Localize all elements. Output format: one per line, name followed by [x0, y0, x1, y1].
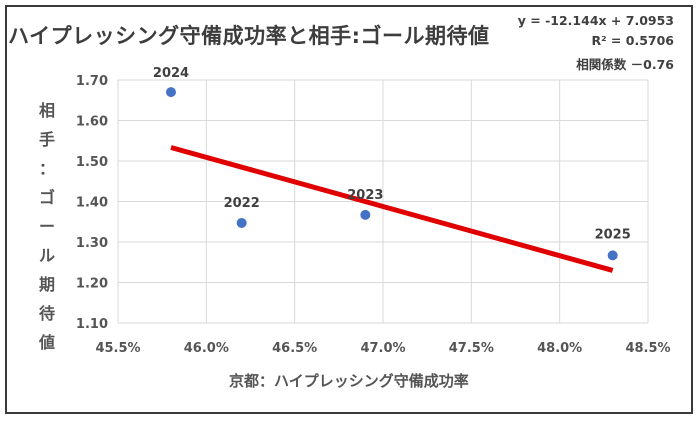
x-axis-label: 京都：ハイプレッシング守備成功率: [229, 372, 469, 390]
y-axis-label-char: ゴ: [38, 188, 55, 207]
chart-title: ハイプレッシング守備成功率と相手:ゴール期待値: [8, 24, 490, 48]
r-squared-label: R² = 0.5706: [591, 33, 674, 48]
y-axis-label-char: 相: [38, 101, 55, 120]
y-axis-label-char: ル: [38, 246, 55, 265]
y-axis-label-char: ：: [38, 159, 55, 178]
trendline-equation: y = -12.144x + 7.0953: [517, 13, 674, 28]
y-axis-label: 相手 ： ゴール期待値: [36, 96, 58, 357]
correlation-label: 相関係数 －0.76: [576, 57, 674, 72]
y-axis-label-char: 待: [38, 304, 55, 323]
y-axis-label-char: 期: [38, 275, 55, 294]
y-axis-label-char: 値: [38, 333, 55, 352]
y-axis-label-char: ー: [38, 217, 55, 236]
y-axis-label-char: 手: [38, 130, 55, 149]
